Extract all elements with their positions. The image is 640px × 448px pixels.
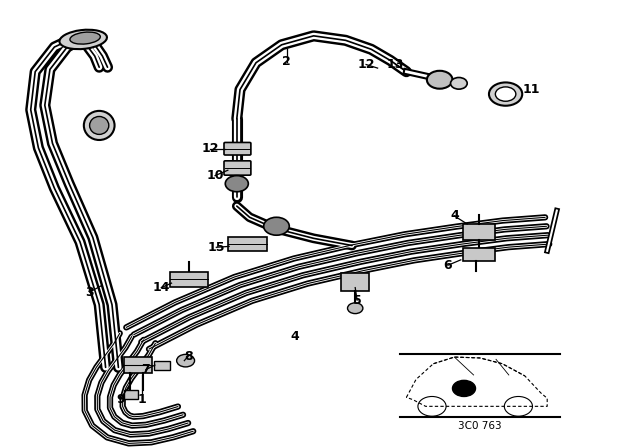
- Circle shape: [427, 71, 452, 89]
- Text: 3: 3: [85, 285, 94, 299]
- Text: 12: 12: [201, 142, 219, 155]
- Text: 10: 10: [206, 169, 224, 182]
- FancyBboxPatch shape: [224, 142, 251, 155]
- Text: 11: 11: [522, 83, 540, 96]
- Ellipse shape: [90, 116, 109, 134]
- Bar: [124, 357, 152, 373]
- Ellipse shape: [60, 30, 107, 49]
- FancyBboxPatch shape: [224, 161, 251, 175]
- Ellipse shape: [84, 111, 115, 140]
- Text: 12: 12: [357, 58, 375, 71]
- Text: 15: 15: [207, 241, 225, 254]
- Text: 6: 6: [444, 258, 452, 272]
- Text: 9: 9: [116, 393, 125, 406]
- Bar: [341, 273, 369, 291]
- Text: 5: 5: [353, 293, 362, 307]
- Circle shape: [264, 217, 289, 235]
- Bar: [170, 272, 208, 287]
- Text: 14: 14: [152, 281, 170, 294]
- Bar: [124, 390, 138, 399]
- Circle shape: [451, 78, 467, 89]
- Bar: [463, 224, 495, 240]
- Circle shape: [452, 380, 476, 396]
- Bar: [228, 237, 267, 251]
- Text: 13: 13: [387, 58, 404, 71]
- Circle shape: [225, 176, 248, 192]
- Bar: [154, 361, 170, 370]
- Text: 7: 7: [141, 363, 150, 376]
- Circle shape: [489, 82, 522, 106]
- Text: 2: 2: [282, 55, 291, 69]
- Bar: [463, 248, 495, 261]
- Circle shape: [177, 354, 195, 367]
- Circle shape: [495, 87, 516, 101]
- Text: 4: 4: [450, 209, 459, 223]
- Text: 8: 8: [184, 349, 193, 363]
- Ellipse shape: [70, 32, 100, 44]
- Text: 4: 4: [290, 330, 299, 344]
- Text: 1: 1: [138, 393, 147, 406]
- Text: 3C0 763: 3C0 763: [458, 421, 502, 431]
- Circle shape: [348, 303, 363, 314]
